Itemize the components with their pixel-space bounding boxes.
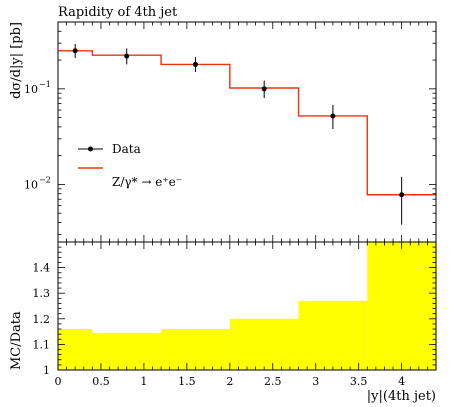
x-tick-label: 1 — [140, 375, 147, 388]
ratio-band-bin — [161, 329, 230, 370]
x-tick-label: 0.5 — [92, 375, 110, 388]
x-tick-label: 4 — [398, 375, 405, 388]
ratio-y-axis-label: MC/Data — [9, 311, 24, 370]
ratio-band-bin — [58, 329, 93, 370]
ratio-band-bin — [367, 242, 436, 370]
ratio-y-tick-label: 1 — [43, 364, 50, 377]
main-y-axis-label: dσ/d|y| [pb] — [9, 22, 24, 99]
main-y-tick-label: 10 — [24, 178, 38, 191]
chart-title: Rapidity of 4th jet — [58, 5, 178, 20]
data-point — [399, 192, 405, 198]
main-y-tick-exponent: −1 — [39, 80, 51, 89]
data-point — [261, 86, 267, 92]
ratio-y-tick-label: 1.2 — [33, 313, 51, 326]
data-point — [72, 48, 78, 54]
x-tick-label: 3.5 — [350, 375, 368, 388]
data-point — [192, 61, 198, 67]
main-y-tick-label: 10 — [24, 83, 38, 96]
legend-label-data: Data — [112, 142, 141, 156]
ratio-band-bin — [92, 332, 162, 370]
legend-marker-data-point — [88, 146, 93, 152]
ratio-y-tick-label: 1.1 — [33, 338, 51, 351]
ratio-y-tick-label: 1.3 — [33, 287, 51, 300]
x-tick-label: 1.5 — [178, 375, 196, 388]
ratio-band-bin — [298, 300, 368, 370]
ratio-band-bin — [229, 318, 299, 370]
x-axis-label: |y|(4th jet) — [367, 389, 436, 404]
main-y-tick-exponent: −2 — [39, 175, 51, 184]
legend-label-mc: Z/γ* → e⁺e⁻ — [112, 175, 182, 189]
x-tick-label: 2.5 — [264, 375, 282, 388]
data-point — [124, 53, 130, 59]
x-tick-label: 0 — [55, 375, 62, 388]
ratio-y-tick-label: 1.4 — [33, 262, 51, 275]
data-point — [330, 113, 336, 119]
mc-histogram-line — [58, 50, 436, 196]
x-tick-label: 3 — [312, 375, 319, 388]
x-tick-label: 2 — [226, 375, 233, 388]
